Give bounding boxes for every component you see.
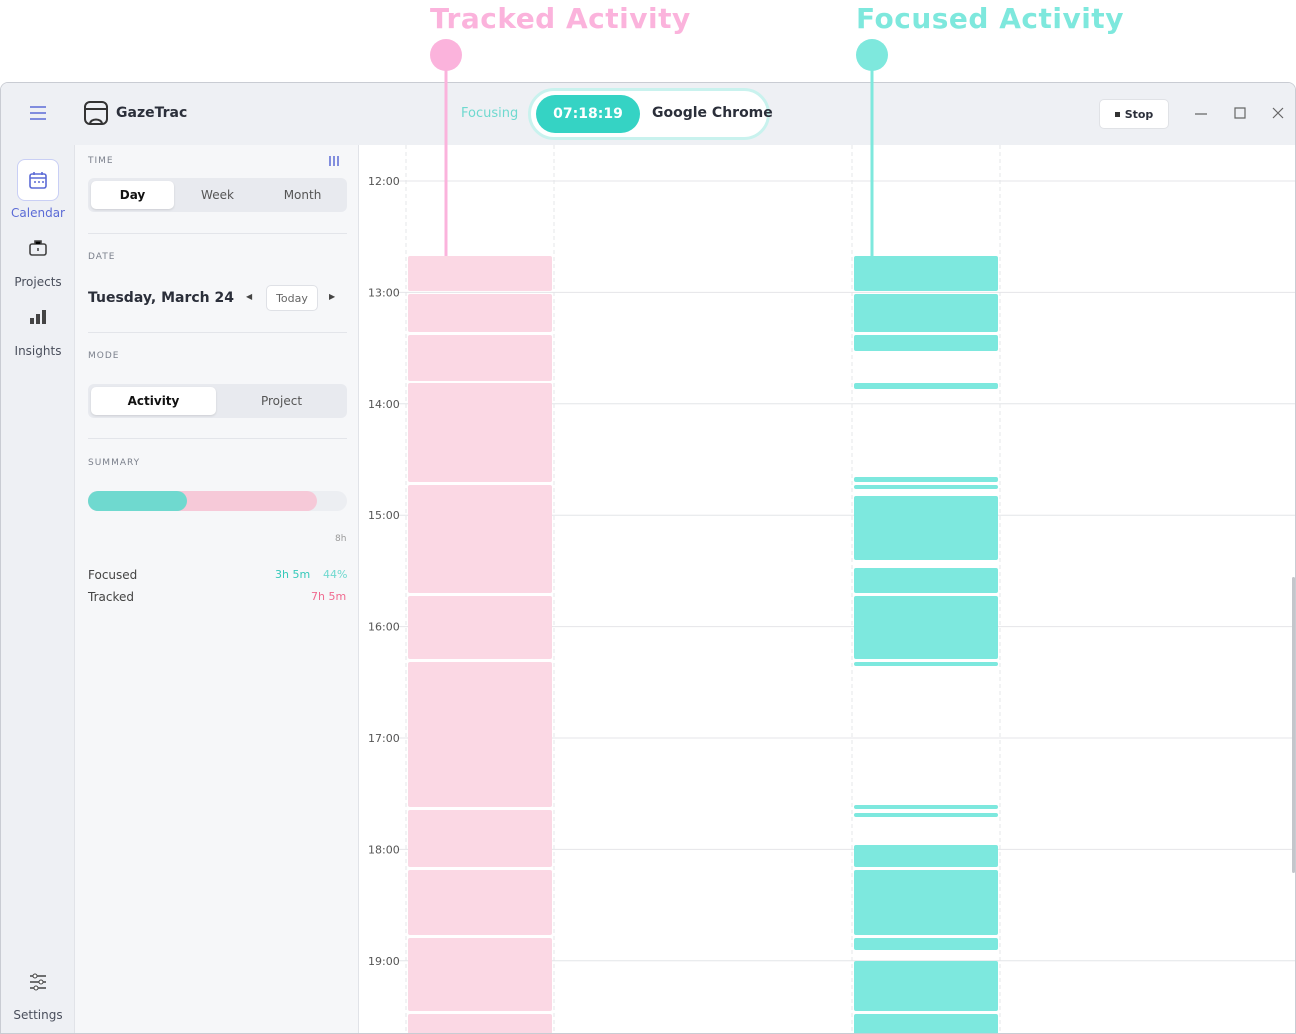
today-button[interactable]: Today <box>266 285 318 311</box>
status-label: Focusing <box>461 106 519 121</box>
timer-text: 07:18:19 <box>553 106 623 122</box>
option[interactable]: Project <box>260 394 303 408</box>
focused-share: 44% <box>323 568 348 581</box>
prev-day[interactable]: ◀ <box>246 292 253 301</box>
app-icon <box>84 101 108 125</box>
divider <box>88 233 347 234</box>
focused-block <box>854 596 998 659</box>
focused-block <box>854 870 998 935</box>
focused-block <box>854 477 998 482</box>
section-label: MODE <box>88 351 120 361</box>
hour-label: 15:00 <box>368 509 400 522</box>
section-label: SUMMARY <box>88 458 141 468</box>
hour-label: 19:00 <box>368 955 400 968</box>
date: Tuesday, March 24 <box>88 290 234 306</box>
option[interactable]: Day <box>91 181 174 209</box>
focused-bar <box>88 491 187 511</box>
nav-label[interactable]: Settings <box>13 1008 63 1022</box>
focused-block <box>854 568 998 593</box>
focused-block <box>854 485 998 489</box>
nav-rail <box>1 145 75 1033</box>
hour-label: 18:00 <box>368 843 400 856</box>
divider <box>88 438 347 439</box>
tracked-block <box>408 256 552 291</box>
row-label: Tracked <box>88 590 134 604</box>
tracked-block <box>408 938 552 1011</box>
tracked-time: 7h 5m <box>311 590 347 603</box>
calendar-icon <box>29 172 47 189</box>
hour-label: 14:00 <box>368 398 400 411</box>
app-window: GazeTrac Focusing 07:18:19 Google Chrome… <box>0 82 1296 1034</box>
hour-label: 13:00 <box>368 286 400 299</box>
hour-label: 17:00 <box>368 732 400 745</box>
focused-time: 3h 5m <box>275 568 311 581</box>
today-label: Today <box>276 291 308 305</box>
annotation-dot <box>430 39 462 71</box>
tracked-block <box>408 596 552 659</box>
nav-label[interactable]: Insights <box>14 344 62 358</box>
divider <box>88 332 347 333</box>
focused-block <box>854 938 998 950</box>
time-switch: Day Week Month <box>88 178 347 212</box>
app-name: GazeTrac <box>116 105 188 121</box>
tracked-block <box>408 485 552 593</box>
focused-block <box>854 335 998 351</box>
annotation-dot <box>856 39 888 71</box>
scale-max: 8h <box>335 534 347 544</box>
tracked-block <box>408 810 552 867</box>
section-label: TIME <box>88 156 114 166</box>
focused-block <box>854 496 998 560</box>
menu-button[interactable] <box>29 105 47 121</box>
tracked-block <box>408 662 552 807</box>
row-label: Focused <box>88 568 138 582</box>
time-toggle[interactable] <box>328 155 340 167</box>
current-app: Google Chrome <box>652 105 773 121</box>
scrollbar <box>1292 577 1295 873</box>
tracked-block <box>408 294 552 332</box>
window-controls[interactable] <box>1193 105 1287 121</box>
tracked-block <box>408 1014 552 1033</box>
annotation: Focused Activity <box>856 2 1124 35</box>
nav-label[interactable]: Projects <box>14 275 62 289</box>
settings-icon <box>30 973 46 991</box>
next-day[interactable]: ▶ <box>329 292 336 301</box>
focused-block <box>854 845 998 867</box>
projects-icon <box>29 240 47 256</box>
option[interactable]: Week <box>201 188 234 202</box>
hour-label: 12:00 <box>368 175 400 188</box>
focused-block <box>854 1014 998 1033</box>
nav-label[interactable]: Calendar <box>11 206 65 220</box>
tracked-block <box>408 383 552 482</box>
nav-active[interactable] <box>17 159 59 201</box>
timer: 07:18:19 <box>536 95 640 133</box>
focused-block <box>854 383 998 389</box>
hour-label: 16:00 <box>368 621 400 634</box>
focused-block <box>854 805 998 809</box>
focused-block <box>854 813 998 817</box>
option[interactable]: Activity <box>91 387 216 415</box>
mode-switch: Activity Project <box>88 384 347 418</box>
focused-block <box>854 961 998 1011</box>
focused-block <box>854 294 998 332</box>
stop-button[interactable]: Stop <box>1099 99 1169 129</box>
calendar: 12:00 13:00 14:00 15:00 16:00 17:00 18:00 19:00 <box>368 145 1295 1033</box>
tracked-block <box>408 870 552 935</box>
stop-label: Stop <box>1124 107 1154 121</box>
tracked-block <box>408 335 552 381</box>
option[interactable]: Month <box>283 188 322 202</box>
annotation: Tracked Activity <box>430 2 691 35</box>
section-label: DATE <box>88 252 116 262</box>
focused-block <box>854 256 998 291</box>
insights-icon <box>30 310 46 324</box>
focused-block <box>854 662 998 666</box>
